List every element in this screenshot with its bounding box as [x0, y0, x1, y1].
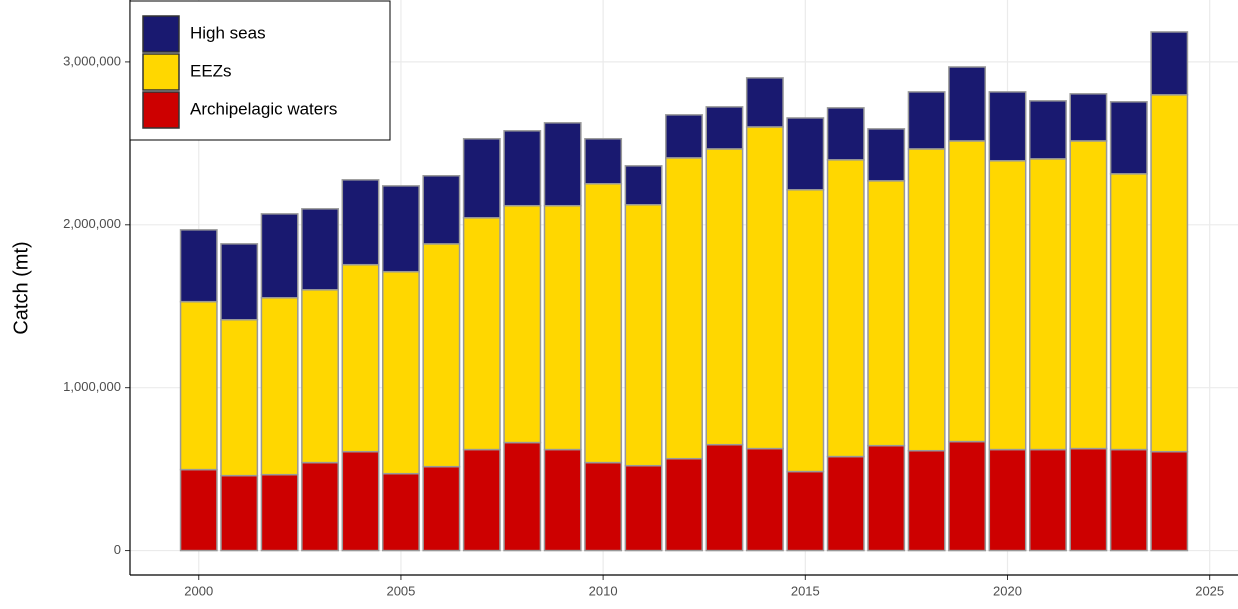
bar-segment [867, 180, 906, 447]
legend-label: High seas [190, 23, 266, 42]
bar-segment [907, 148, 946, 452]
bar-segment [705, 106, 744, 150]
bar-segment [543, 448, 582, 552]
bar-segment [988, 448, 1027, 552]
bar-segment [1069, 140, 1108, 450]
bar-segment [745, 77, 784, 128]
legend: Archipelagic waters EEZs High seas [129, 0, 391, 141]
bar-segment [907, 449, 946, 552]
bar-segment [341, 263, 380, 453]
bar-segment [543, 204, 582, 451]
bar-segment [220, 243, 259, 321]
x-tick-label: 2025 [1195, 583, 1224, 598]
bar-segment [341, 450, 380, 552]
bar-segment [179, 229, 218, 303]
legend-key [142, 15, 180, 53]
y-tick-label: 0 [114, 542, 121, 557]
bar-segment [462, 448, 501, 552]
bar-segment [786, 470, 825, 552]
bar-segment [826, 455, 865, 552]
bar-segment [948, 66, 987, 142]
bar-segment [745, 447, 784, 552]
x-tick-label: 2015 [791, 583, 820, 598]
bar-segment [624, 464, 663, 552]
bar-segment [1028, 100, 1067, 160]
bar-segment [826, 107, 865, 161]
bar-segment [260, 473, 299, 552]
bar-segment [179, 468, 218, 552]
bar-segment [503, 130, 542, 207]
bar-segment [786, 189, 825, 473]
x-tick-label: 2005 [386, 583, 415, 598]
bar-segment [1109, 101, 1148, 175]
bar-segment [584, 182, 623, 464]
bar-segment [301, 208, 340, 291]
bar-segment [786, 117, 825, 191]
x-tick-label: 2000 [184, 583, 213, 598]
bar-segment [584, 461, 623, 552]
bar-segment [907, 91, 946, 150]
bar-segment [988, 91, 1027, 162]
bar-segment [624, 165, 663, 206]
bar-segment [503, 204, 542, 444]
bar-segment [422, 243, 461, 468]
bar-segment [341, 179, 380, 266]
x-tick-label: 2010 [589, 583, 618, 598]
bar-segment [624, 204, 663, 467]
bar-segment [665, 157, 703, 460]
bar-segment [826, 159, 865, 458]
bar-segment [948, 440, 987, 552]
bar-segment [1150, 450, 1189, 552]
bar-segment [301, 461, 340, 552]
legend-key [142, 91, 180, 129]
y-axis-title: Catch (mt) [10, 241, 32, 334]
bar-segment [705, 148, 744, 446]
y-tick-label: 1,000,000 [63, 379, 121, 394]
bar-segment [867, 444, 906, 552]
bar-segment [988, 160, 1027, 451]
bar-segment [543, 122, 582, 207]
bar-segment [381, 185, 420, 273]
bar-segment [220, 319, 259, 477]
bar-segment [705, 443, 744, 552]
bar-segment [260, 297, 299, 476]
bar-segment [301, 289, 340, 464]
bar-segment [220, 474, 259, 552]
legend-label: Archipelagic waters [190, 99, 337, 118]
bar-segment [665, 457, 703, 552]
bar-segment [381, 270, 420, 475]
y-tick-label: 2,000,000 [63, 216, 121, 231]
bar-segment [1109, 173, 1148, 451]
bar-segment [1028, 158, 1067, 451]
bar-segment [422, 465, 461, 552]
bar-segment [745, 126, 784, 450]
bar-segment [1069, 447, 1108, 552]
bar-segment [948, 140, 987, 443]
bar-segment [422, 175, 461, 245]
bar-segment [503, 441, 542, 552]
bar-segment [1109, 448, 1148, 552]
bar-segment [462, 138, 501, 219]
bar-segment [867, 128, 906, 182]
legend-key [142, 53, 180, 91]
bar-segment [1150, 31, 1189, 96]
bar-segment [1069, 93, 1108, 142]
bar-segment [462, 217, 501, 451]
bar-segment [179, 300, 218, 471]
bar-segment [1150, 94, 1189, 453]
legend-label: EEZs [190, 61, 232, 80]
bar-segment [260, 213, 299, 299]
y-tick-label: 3,000,000 [63, 53, 121, 68]
bar-segment [584, 138, 623, 185]
bar-segment [381, 472, 420, 552]
bar-segment [1028, 448, 1067, 552]
x-tick-label: 2020 [993, 583, 1022, 598]
bar-segment [665, 114, 703, 159]
